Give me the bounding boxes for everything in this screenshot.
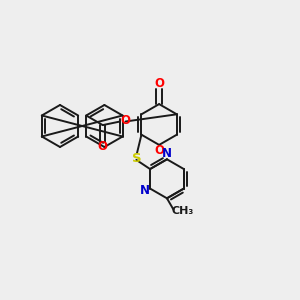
Text: CH₃: CH₃: [171, 206, 194, 216]
Text: O: O: [120, 114, 130, 127]
Text: O: O: [98, 140, 108, 153]
Text: N: N: [162, 147, 172, 161]
Text: O: O: [154, 144, 164, 157]
Text: N: N: [140, 184, 150, 196]
Text: O: O: [154, 77, 164, 90]
Text: S: S: [131, 152, 141, 165]
